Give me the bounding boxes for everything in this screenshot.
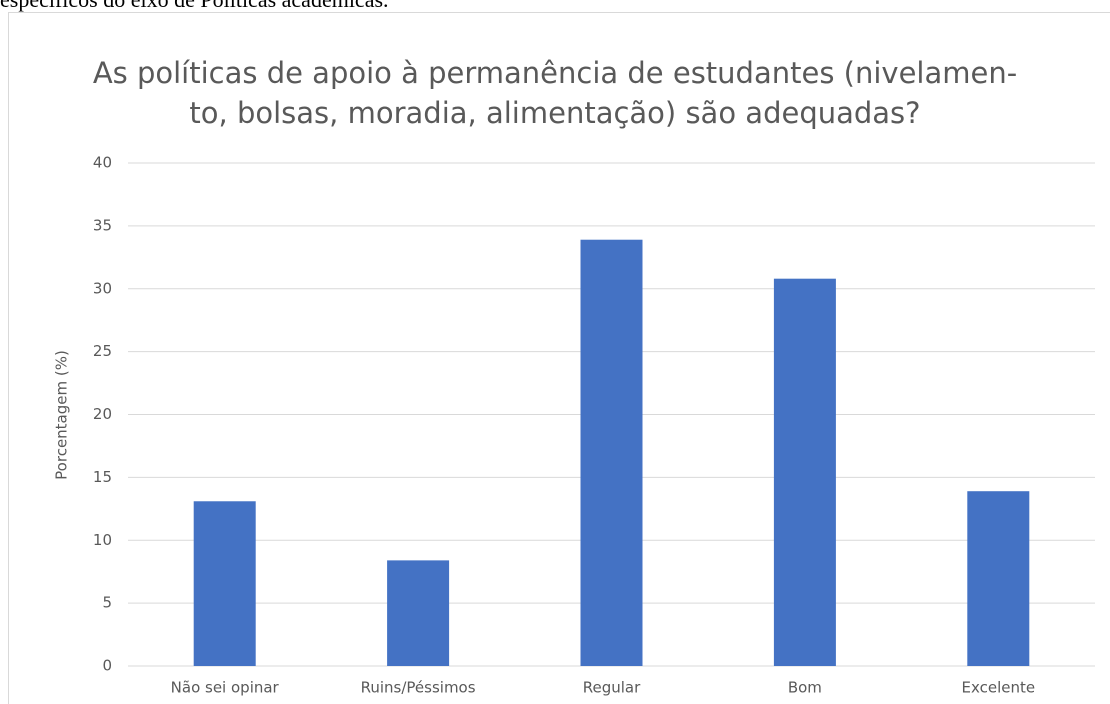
bar (580, 239, 643, 666)
y-tick-label: 30 (93, 279, 112, 297)
bar (773, 278, 836, 666)
bar (387, 560, 450, 666)
y-tick-label: 5 (102, 594, 112, 612)
chart-frame (8, 12, 1110, 704)
x-tick-label: Não sei opinar (171, 679, 280, 697)
x-tick-label: Ruins/Péssimos (361, 679, 476, 697)
x-tick-label: Regular (583, 679, 641, 697)
bar (193, 501, 256, 666)
y-tick-label: 20 (93, 405, 112, 423)
y-tick-label: 10 (93, 531, 112, 549)
bar (967, 491, 1030, 666)
y-tick-label: 40 (93, 154, 112, 172)
x-tick-label: Bom (788, 679, 822, 697)
y-tick-label: 0 (102, 657, 112, 675)
y-tick-label: 25 (93, 342, 112, 360)
y-tick-label: 15 (93, 468, 112, 486)
chart-title: to, bolsas, moradia, alimentação) são ad… (189, 96, 920, 130)
y-axis-label: Porcentagem (%) (53, 350, 71, 480)
y-tick-label: 35 (93, 216, 112, 234)
text-above: específicos do eixo de Políticas acadêmi… (0, 0, 389, 12)
chart-title: As políticas de apoio à permanência de e… (93, 56, 1017, 90)
x-tick-label: Excelente (962, 679, 1036, 697)
